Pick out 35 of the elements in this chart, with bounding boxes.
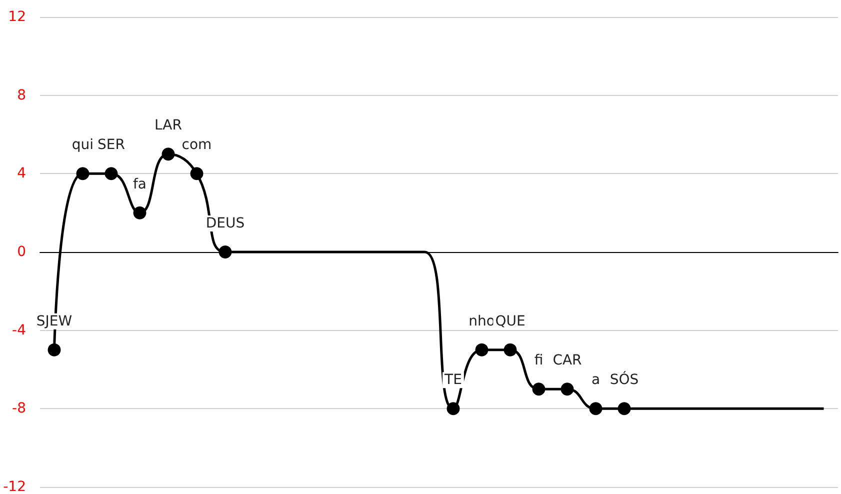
data-label: nho <box>468 313 495 330</box>
point <box>532 382 546 396</box>
data-label: SJEW <box>36 313 72 330</box>
point <box>618 402 631 416</box>
data-label: LAR <box>154 118 182 134</box>
data-label: qui <box>72 137 94 154</box>
y-tick-label: 12 <box>8 9 26 25</box>
y-tick-label: -4 <box>12 322 26 338</box>
data-label: fa <box>132 176 147 192</box>
point <box>589 402 602 416</box>
data-label: DEUS <box>206 216 245 232</box>
point <box>475 343 488 356</box>
y-tick-label: 0 <box>17 244 26 260</box>
data-label: SER <box>98 137 126 154</box>
point <box>218 246 232 258</box>
point <box>504 343 517 356</box>
point <box>446 402 460 416</box>
data-label: a <box>591 372 600 388</box>
y-tick-label: -8 <box>12 400 26 417</box>
point <box>560 382 574 396</box>
point <box>190 167 204 180</box>
point <box>48 343 61 356</box>
data-label: SÓS <box>610 371 639 388</box>
point <box>162 148 175 161</box>
point <box>76 167 90 180</box>
y-tick-label: -12 <box>3 479 26 494</box>
data-label: CAR <box>552 352 582 369</box>
point <box>104 167 118 180</box>
data-label: fi <box>534 352 544 369</box>
point <box>133 206 146 220</box>
data-label: QUE <box>495 313 526 330</box>
y-tick-label: 8 <box>17 87 26 104</box>
data-label: com <box>182 137 212 154</box>
data-label: TE <box>444 372 462 388</box>
y-tick-label: 4 <box>17 166 26 182</box>
